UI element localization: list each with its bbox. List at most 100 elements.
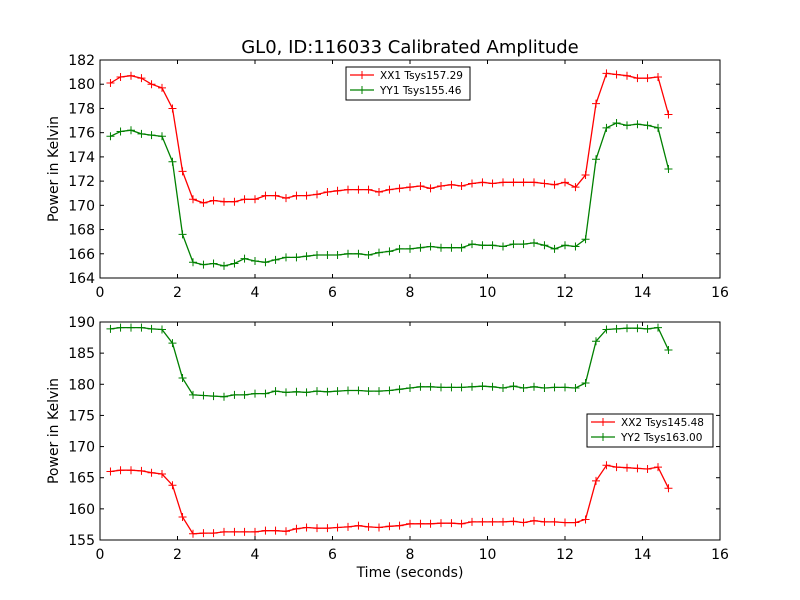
- data-point: [375, 248, 383, 257]
- data-point: [654, 72, 662, 81]
- data-point: [147, 131, 156, 140]
- data-point: [447, 243, 456, 252]
- data-point: [168, 339, 177, 348]
- data-point: [178, 230, 187, 239]
- data-point: [654, 323, 662, 332]
- data-point: [447, 180, 456, 189]
- data-point: [519, 518, 528, 527]
- data-point: [416, 382, 425, 391]
- data-point: [323, 387, 332, 396]
- data-point: [344, 249, 352, 258]
- data-point: [519, 384, 528, 393]
- data-point: [530, 178, 538, 187]
- data-point: [106, 467, 115, 476]
- data-point: [406, 519, 414, 528]
- y-tick-label: 166: [68, 247, 95, 263]
- data-point: [447, 519, 456, 528]
- data-point: [147, 468, 156, 477]
- data-point: [468, 382, 476, 391]
- data-point: [209, 196, 218, 205]
- x-tick-label: 2: [173, 547, 182, 563]
- data-point: [561, 241, 569, 250]
- data-point: [468, 240, 476, 249]
- data-point: [643, 324, 652, 333]
- data-point: [116, 127, 125, 136]
- data-point: [240, 254, 249, 263]
- data-point: [654, 463, 662, 472]
- data-point: [633, 74, 642, 83]
- data-point: [354, 249, 363, 258]
- data-point: [395, 184, 404, 193]
- data-point: [550, 180, 559, 189]
- x-tick-label: 16: [711, 547, 729, 563]
- data-point: [457, 519, 466, 528]
- data-point: [344, 522, 352, 531]
- data-point: [261, 258, 270, 267]
- data-point: [612, 118, 621, 127]
- data-point: [313, 524, 321, 533]
- data-point: [437, 243, 445, 252]
- y-tick-label: 168: [68, 223, 95, 239]
- data-point: [395, 385, 404, 394]
- y-tick-label: 182: [68, 53, 95, 69]
- data-point: [137, 323, 146, 332]
- data-point: [189, 258, 197, 267]
- data-point: [581, 515, 590, 524]
- data-point: [457, 181, 466, 190]
- data-point: [623, 121, 631, 130]
- data-point: [354, 185, 363, 194]
- data-point: [602, 461, 611, 470]
- y-tick-label: 175: [68, 408, 95, 424]
- y-tick-label: 180: [68, 77, 95, 93]
- data-point: [209, 529, 218, 538]
- data-point: [302, 252, 311, 261]
- data-point: [571, 518, 580, 527]
- data-point: [478, 517, 487, 526]
- data-point: [137, 129, 146, 138]
- data-point: [395, 521, 404, 530]
- top-plot: 0 2 4 6 8 10 12 14 16 164 166 168 170 172 174 176 178 180…: [46, 53, 729, 301]
- data-point: [509, 178, 518, 187]
- data-point: [220, 197, 228, 206]
- x-tick-label: 0: [96, 547, 105, 563]
- data-point: [302, 388, 311, 397]
- data-point: [240, 527, 249, 536]
- data-point: [282, 388, 290, 397]
- data-point: [261, 526, 270, 535]
- data-point: [385, 185, 394, 194]
- data-point: [416, 519, 425, 528]
- data-point: [664, 484, 673, 493]
- data-point: [602, 69, 611, 78]
- data-point: [457, 243, 466, 252]
- data-point: [251, 527, 259, 536]
- data-point: [323, 250, 332, 259]
- data-point: [220, 527, 228, 536]
- data-point: [540, 241, 549, 250]
- data-point: [282, 194, 290, 203]
- data-point: [499, 517, 507, 526]
- data-point: [292, 387, 301, 396]
- x-tick-label: 4: [251, 547, 260, 563]
- data-point: [354, 521, 363, 530]
- data-point: [509, 240, 518, 249]
- legend-marker: [599, 418, 607, 426]
- data-point: [230, 197, 239, 206]
- data-point: [230, 390, 239, 399]
- data-point: [127, 126, 135, 135]
- data-point: [137, 74, 146, 83]
- data-point: [395, 244, 404, 253]
- y-tick-label: 178: [68, 101, 95, 117]
- data-point: [592, 155, 600, 164]
- data-point: [499, 384, 507, 393]
- data-point: [426, 382, 435, 391]
- data-point: [375, 387, 383, 396]
- data-point: [623, 71, 631, 80]
- y-tick-label: 185: [68, 346, 95, 362]
- data-point: [385, 522, 394, 531]
- data-point: [189, 195, 197, 204]
- data-point: [261, 191, 270, 200]
- data-point: [478, 178, 487, 187]
- data-point: [540, 179, 549, 188]
- data-point: [468, 517, 476, 526]
- data-point: [654, 123, 662, 132]
